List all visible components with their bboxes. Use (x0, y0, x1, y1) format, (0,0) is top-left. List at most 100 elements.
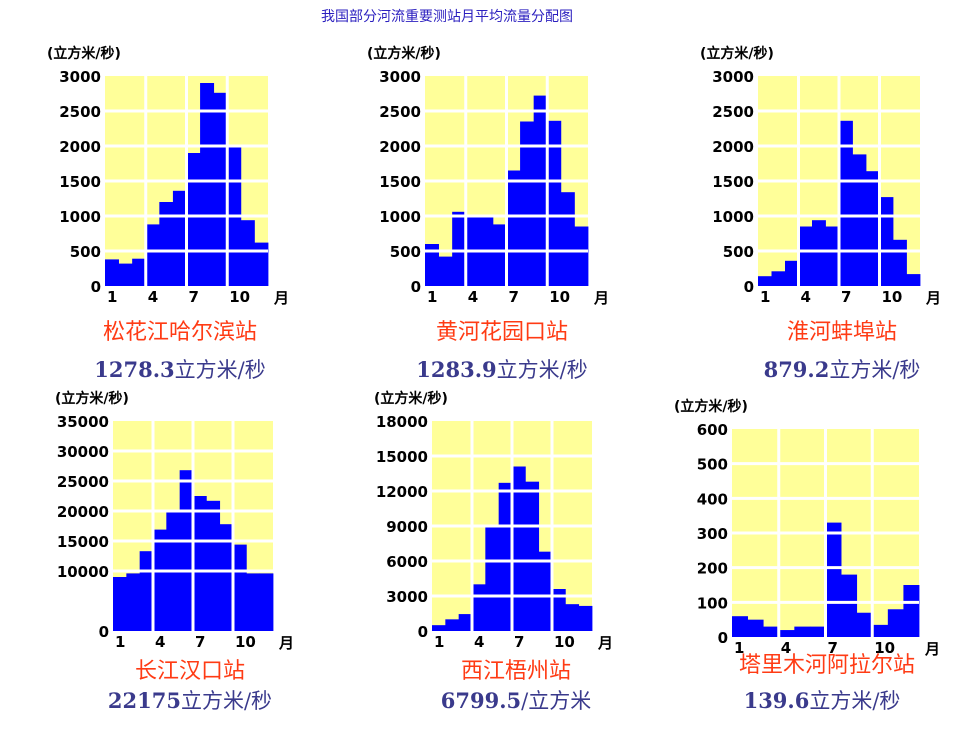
station-name: 塔里木河阿拉尔站 (738, 653, 915, 678)
x-tick-label: 4 (801, 288, 811, 306)
y-tick-label: 0 (744, 278, 754, 296)
bar (887, 609, 904, 637)
y-tick-label: 35000 (57, 413, 109, 431)
y-tick-label: 12000 (376, 483, 428, 501)
page-title: 我国部分河流重要测站月平均流量分配图 (321, 9, 573, 25)
x-tick-label: 4 (148, 288, 158, 306)
mean-flow: 1278.3立方米/秒 (30, 354, 330, 384)
chart-svg: 0 3000 6000 9000 12000 15000 18000 (立方米/秒) 1 4 7 10… (374, 390, 613, 652)
bar (186, 153, 201, 286)
bar (445, 619, 460, 631)
bar (565, 604, 580, 631)
y-tick-label: 1500 (379, 173, 421, 191)
bar (771, 271, 786, 286)
bar (825, 226, 840, 286)
y-tick-label: 2000 (379, 138, 421, 156)
bar (841, 574, 858, 637)
mean-flow-value: 139.6 (743, 688, 810, 713)
y-tick-label: 3000 (386, 588, 428, 606)
x-tick-label: 4 (155, 633, 165, 651)
bar (763, 626, 780, 637)
x-axis-month-label: 月 (278, 634, 294, 652)
y-tick-label: 1500 (712, 173, 754, 191)
x-tick-label: 4 (781, 639, 791, 657)
y-tick-label: 15000 (376, 448, 428, 466)
bar (856, 612, 873, 637)
station-name: 松花江哈尔滨站 (102, 320, 257, 345)
mean-flow-value: 6799.5 (440, 688, 522, 713)
bar (452, 211, 467, 286)
bar (903, 585, 920, 637)
y-tick-label: 0 (91, 278, 101, 296)
x-tick-label: 4 (474, 633, 484, 651)
y-tick-label: 18000 (376, 413, 428, 431)
y-tick-label: 1000 (379, 208, 421, 226)
station-name: 长江汉口站 (134, 659, 245, 684)
bar (747, 619, 764, 637)
y-tick-label: 500 (390, 243, 421, 261)
chart-svg: 0 10000 15000 20000 25000 30000 35000 (立方米/秒) 1 4… (55, 390, 294, 652)
y-tick-label: 100 (697, 594, 728, 612)
bar (552, 589, 566, 631)
bar (538, 551, 553, 631)
y-unit-label: (立方米/秒) (367, 45, 441, 62)
y-unit-label: (立方米/秒) (700, 45, 774, 62)
bar (432, 625, 446, 631)
bar (153, 529, 167, 631)
x-axis-month-label: 月 (273, 289, 289, 307)
bar (825, 522, 842, 637)
bar (785, 260, 799, 286)
x-tick-label: 7 (509, 288, 519, 306)
y-tick-label: 3000 (712, 68, 754, 86)
station-name: 黄河花园口站 (435, 320, 568, 345)
x-axis-month-label: 月 (597, 634, 613, 652)
chart-svg: 0 500 1000 1500 2000 2500 3000 (立方米/秒) 1 4 7 10 月 (47, 45, 289, 307)
x-tick-label: 7 (514, 633, 524, 651)
bar (879, 197, 894, 286)
mean-flow-value: 1278.3 (94, 357, 175, 382)
y-tick-label: 200 (697, 560, 728, 578)
bar (139, 551, 154, 631)
y-tick-label: 9000 (386, 518, 428, 536)
chart-panel: 0 10000 15000 20000 25000 30000 35000 (立方米/秒) 1 4… (40, 385, 340, 735)
station-name: 淮河蚌埠站 (786, 320, 897, 345)
mean-flow-unit: 立方米/秒 (180, 689, 273, 713)
y-unit-label: (立方米/秒) (55, 390, 129, 407)
x-tick-label: 1 (434, 633, 444, 651)
y-tick-label: 10000 (57, 563, 109, 581)
y-tick-label: 0 (411, 278, 421, 296)
bar (179, 470, 194, 631)
y-tick-label: 2500 (379, 103, 421, 121)
x-tick-label: 7 (189, 288, 199, 306)
y-tick-label: 2500 (712, 103, 754, 121)
mean-flow-value: 22175 (107, 688, 181, 713)
mean-flow: 1283.9立方米/秒 (352, 354, 652, 384)
bar (458, 614, 473, 631)
y-tick-label: 25000 (57, 473, 109, 491)
y-tick-label: 0 (418, 623, 428, 641)
chart-panel: 0 500 1000 1500 2000 2500 3000 (立方米/秒) 1 4 7 10 月 松花… (30, 38, 330, 388)
y-tick-label: 500 (70, 243, 101, 261)
mean-flow-unit: 立方米/秒 (809, 689, 901, 713)
chart-svg: 0 500 1000 1500 2000 2500 3000 (立方米/秒) 1 4 7 10 月 (367, 45, 609, 307)
x-tick-label: 4 (468, 288, 478, 306)
bar (812, 220, 826, 286)
y-tick-label: 1000 (712, 208, 754, 226)
bar (254, 242, 269, 286)
x-tick-label: 7 (841, 288, 851, 306)
x-tick-label: 1 (734, 639, 744, 657)
bar (533, 95, 548, 286)
x-tick-label: 7 (828, 639, 838, 657)
bar (794, 626, 811, 637)
bar (893, 239, 907, 286)
bar (839, 120, 853, 286)
bar (778, 630, 795, 637)
bar (193, 496, 207, 631)
x-tick-label: 10 (549, 288, 570, 306)
x-tick-label: 1 (115, 633, 125, 651)
bar (213, 92, 228, 286)
x-tick-label: 10 (235, 633, 256, 651)
mean-flow-unit: 立方米/秒 (829, 358, 921, 382)
y-tick-label: 30000 (57, 443, 109, 461)
bar (259, 573, 274, 631)
